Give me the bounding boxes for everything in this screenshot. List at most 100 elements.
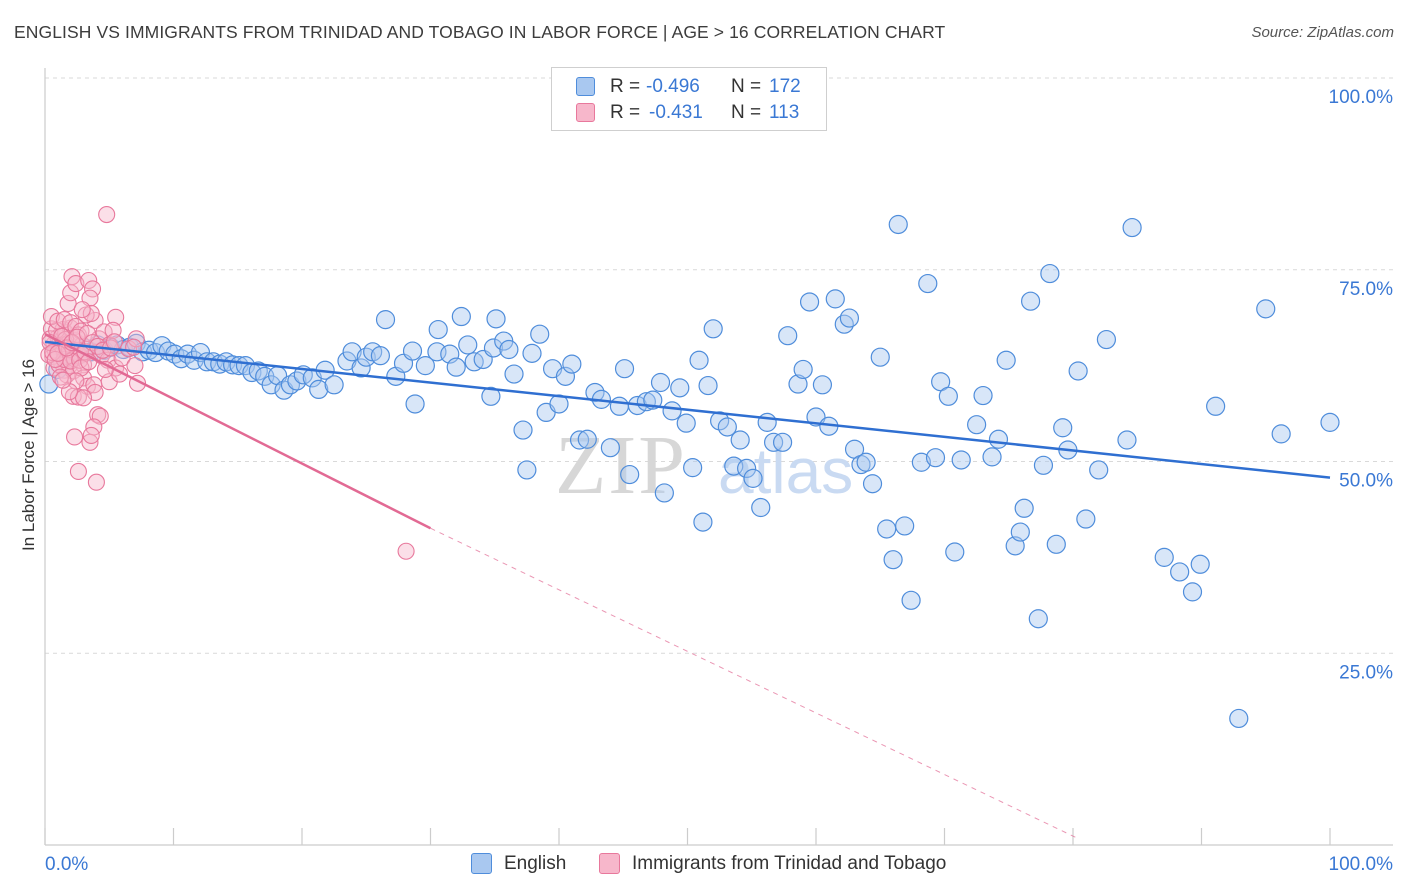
data-point-trinidad <box>87 473 105 491</box>
data-point-english <box>1117 430 1137 450</box>
data-point-trinidad <box>78 324 96 342</box>
data-point-english <box>1170 562 1190 582</box>
data-point-english <box>499 339 519 360</box>
data-point-trinidad <box>49 344 67 362</box>
data-point-trinidad <box>80 271 98 290</box>
data-point-english <box>513 420 533 440</box>
data-point-english <box>799 292 820 312</box>
data-point-english <box>911 452 931 472</box>
axes <box>44 68 1393 846</box>
legend-n-value: 113 <box>769 102 800 123</box>
data-point-english <box>1076 509 1096 529</box>
chart-source: Source: ZipAtlas.com <box>1251 24 1394 41</box>
data-point-english <box>356 347 376 367</box>
data-point-english <box>1182 582 1203 602</box>
data-point-english <box>1014 498 1034 518</box>
data-point-english <box>973 385 993 406</box>
data-point-english <box>683 458 703 478</box>
data-point-english <box>938 386 958 406</box>
watermark-zip: ZIP <box>555 419 687 512</box>
data-point-english <box>670 378 690 398</box>
data-point-english <box>577 429 597 449</box>
trend-lines <box>44 333 1331 838</box>
data-point-english <box>793 359 813 380</box>
data-point-english <box>1206 396 1226 416</box>
data-point-english <box>351 358 371 378</box>
data-point-english <box>751 497 771 518</box>
legend-swatch-english <box>576 77 595 96</box>
data-point-english <box>1271 424 1291 444</box>
data-point-english <box>620 464 640 485</box>
data-point-english <box>788 374 808 394</box>
data-point-english <box>39 374 59 394</box>
data-point-english <box>609 396 629 416</box>
data-point-english <box>1096 329 1117 350</box>
data-point-english <box>370 346 390 366</box>
trinidad-points <box>40 205 415 560</box>
data-point-english <box>1229 708 1249 729</box>
data-point-trinidad <box>397 542 415 560</box>
data-point-english <box>451 306 471 327</box>
legend-r-label: R = <box>610 102 641 123</box>
data-point-trinidad <box>82 304 100 323</box>
data-point-english <box>982 447 1002 467</box>
bottom-legend-label-trinidad: Immigrants from Trinidad and Tobago <box>632 853 947 874</box>
data-point-english <box>856 452 876 472</box>
data-point-english <box>248 361 268 381</box>
data-point-english <box>342 342 362 362</box>
watermark: ZIP atlas <box>555 419 853 512</box>
data-point-english <box>710 411 730 431</box>
data-point-english <box>925 448 946 468</box>
data-point-english <box>862 474 883 494</box>
data-point-english <box>676 413 696 433</box>
data-point-english <box>812 375 833 395</box>
data-point-english <box>996 350 1016 370</box>
data-point-english <box>888 214 908 235</box>
data-point-english <box>1053 418 1073 438</box>
y-tick-label: 100.0% <box>1329 87 1394 108</box>
data-point-english <box>870 347 890 367</box>
data-point-english <box>1020 291 1041 311</box>
y-tick-label: 25.0% <box>1339 662 1393 683</box>
data-point-english <box>772 432 793 452</box>
data-point-trinidad <box>54 371 72 389</box>
data-point-english <box>1190 554 1210 574</box>
data-point-english <box>483 338 504 358</box>
chart-title: ENGLISH VS IMMIGRANTS FROM TRINIDAD AND … <box>14 22 946 42</box>
data-point-english <box>650 372 671 393</box>
correlation-legend: R = -0.496 N = 172 R = -0.431 N = 113 <box>551 67 827 131</box>
data-point-trinidad <box>67 275 85 293</box>
data-point-english <box>486 309 506 329</box>
data-point-english <box>1320 412 1340 432</box>
data-point-english <box>825 289 845 309</box>
data-point-english <box>1089 460 1109 480</box>
data-point-english <box>1010 522 1030 542</box>
data-point-english <box>1068 361 1088 381</box>
data-point-trinidad <box>66 428 84 446</box>
data-point-english <box>530 324 550 344</box>
data-point-english <box>504 364 524 384</box>
data-point-trinidad <box>107 308 125 326</box>
data-point-english <box>1154 547 1174 567</box>
legend-r-value: -0.496 <box>646 76 700 97</box>
data-point-english <box>1033 455 1054 475</box>
legend-n-value: 172 <box>769 76 801 97</box>
bottom-legend-swatch-english <box>471 853 492 874</box>
trend-line-trinidad-extension <box>430 527 1076 838</box>
legend-r-label: R = <box>610 76 641 97</box>
data-point-english <box>1122 217 1142 238</box>
data-point-trinidad <box>59 294 77 313</box>
data-point-english <box>743 468 763 488</box>
data-point-english <box>901 590 921 610</box>
data-point-english <box>324 375 344 395</box>
y-tick-label: 75.0% <box>1339 279 1393 300</box>
data-point-english <box>895 516 915 536</box>
english-points <box>39 214 1340 729</box>
data-point-english <box>428 319 448 340</box>
data-point-trinidad <box>67 372 85 390</box>
data-point-english <box>834 314 854 334</box>
bottom-legend-swatch-trinidad <box>599 853 620 874</box>
data-point-english <box>1256 299 1276 319</box>
data-point-trinidad <box>73 301 91 319</box>
